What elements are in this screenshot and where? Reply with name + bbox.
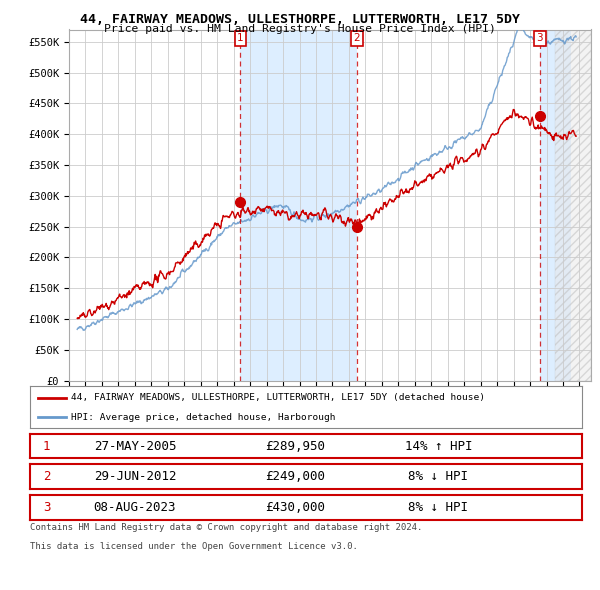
Text: 2: 2: [353, 33, 361, 43]
Text: 29-JUN-2012: 29-JUN-2012: [94, 470, 176, 483]
Bar: [241, 30, 357, 381]
Text: 8% ↓ HPI: 8% ↓ HPI: [409, 470, 469, 483]
Text: £289,950: £289,950: [265, 440, 325, 453]
Text: 1: 1: [43, 440, 50, 453]
Text: 2: 2: [43, 470, 50, 483]
Text: 44, FAIRWAY MEADOWS, ULLESTHORPE, LUTTERWORTH, LE17 5DY (detached house): 44, FAIRWAY MEADOWS, ULLESTHORPE, LUTTER…: [71, 393, 485, 402]
Bar: [540, 30, 571, 381]
Text: 3: 3: [536, 33, 543, 43]
Text: £430,000: £430,000: [265, 501, 325, 514]
Text: This data is licensed under the Open Government Licence v3.0.: This data is licensed under the Open Gov…: [30, 542, 358, 550]
Text: Price paid vs. HM Land Registry's House Price Index (HPI): Price paid vs. HM Land Registry's House …: [104, 24, 496, 34]
Text: 3: 3: [43, 501, 50, 514]
Text: 44, FAIRWAY MEADOWS, ULLESTHORPE, LUTTERWORTH, LE17 5DY: 44, FAIRWAY MEADOWS, ULLESTHORPE, LUTTER…: [80, 13, 520, 26]
Text: 14% ↑ HPI: 14% ↑ HPI: [405, 440, 472, 453]
Text: £249,000: £249,000: [265, 470, 325, 483]
Text: Contains HM Land Registry data © Crown copyright and database right 2024.: Contains HM Land Registry data © Crown c…: [30, 523, 422, 532]
Text: 27-MAY-2005: 27-MAY-2005: [94, 440, 176, 453]
Text: 1: 1: [237, 33, 244, 43]
Text: 08-AUG-2023: 08-AUG-2023: [94, 501, 176, 514]
Text: 8% ↓ HPI: 8% ↓ HPI: [409, 501, 469, 514]
Bar: [555, 30, 591, 381]
Text: HPI: Average price, detached house, Harborough: HPI: Average price, detached house, Harb…: [71, 413, 336, 422]
